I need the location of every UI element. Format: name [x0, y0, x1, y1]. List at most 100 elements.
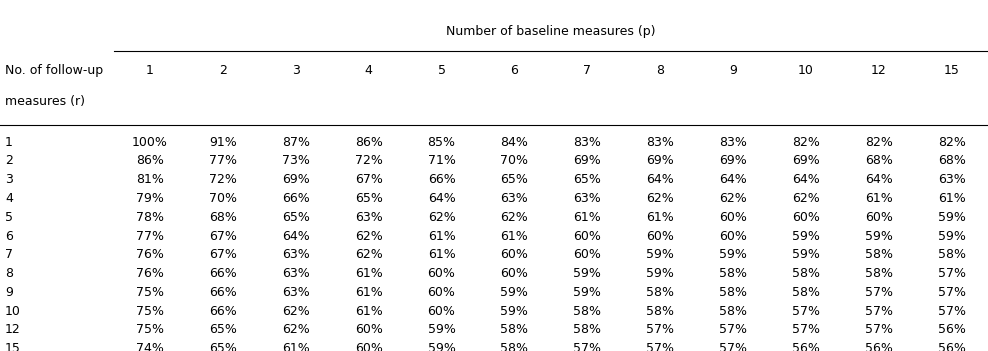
Text: 58%: 58% — [500, 323, 529, 337]
Text: 60%: 60% — [646, 230, 674, 243]
Text: 66%: 66% — [428, 173, 455, 186]
Text: 64%: 64% — [719, 173, 747, 186]
Text: 71%: 71% — [428, 154, 455, 167]
Text: 58%: 58% — [573, 323, 602, 337]
Text: 58%: 58% — [791, 267, 820, 280]
Text: 60%: 60% — [428, 286, 455, 299]
Text: 6: 6 — [5, 230, 13, 243]
Text: 77%: 77% — [208, 154, 237, 167]
Text: 58%: 58% — [573, 305, 602, 318]
Text: 57%: 57% — [573, 342, 602, 351]
Text: 69%: 69% — [573, 154, 601, 167]
Text: 58%: 58% — [719, 286, 747, 299]
Text: 63%: 63% — [938, 173, 965, 186]
Text: 7: 7 — [583, 64, 591, 77]
Text: 59%: 59% — [864, 230, 892, 243]
Text: 76%: 76% — [136, 248, 164, 261]
Text: 60%: 60% — [719, 211, 747, 224]
Text: 15: 15 — [944, 64, 959, 77]
Text: 62%: 62% — [428, 211, 455, 224]
Text: 69%: 69% — [792, 154, 820, 167]
Text: 75%: 75% — [136, 323, 164, 337]
Text: 59%: 59% — [646, 267, 674, 280]
Text: 74%: 74% — [136, 342, 164, 351]
Text: 75%: 75% — [136, 305, 164, 318]
Text: 64%: 64% — [646, 173, 674, 186]
Text: 60%: 60% — [501, 248, 529, 261]
Text: 65%: 65% — [355, 192, 382, 205]
Text: 67%: 67% — [209, 248, 237, 261]
Text: 58%: 58% — [791, 286, 820, 299]
Text: 69%: 69% — [719, 154, 747, 167]
Text: 60%: 60% — [719, 230, 747, 243]
Text: 70%: 70% — [208, 192, 237, 205]
Text: 65%: 65% — [573, 173, 601, 186]
Text: 59%: 59% — [501, 286, 529, 299]
Text: 83%: 83% — [573, 135, 601, 149]
Text: 61%: 61% — [864, 192, 892, 205]
Text: 5: 5 — [438, 64, 446, 77]
Text: 10: 10 — [798, 64, 814, 77]
Text: 86%: 86% — [355, 135, 382, 149]
Text: 75%: 75% — [136, 286, 164, 299]
Text: 68%: 68% — [864, 154, 892, 167]
Text: 84%: 84% — [501, 135, 529, 149]
Text: 82%: 82% — [938, 135, 965, 149]
Text: 77%: 77% — [136, 230, 164, 243]
Text: 65%: 65% — [282, 211, 309, 224]
Text: 61%: 61% — [646, 211, 674, 224]
Text: 56%: 56% — [792, 342, 820, 351]
Text: 60%: 60% — [428, 267, 455, 280]
Text: 58%: 58% — [864, 267, 893, 280]
Text: 59%: 59% — [573, 286, 601, 299]
Text: 2: 2 — [5, 154, 13, 167]
Text: 1: 1 — [146, 64, 154, 77]
Text: 59%: 59% — [792, 230, 820, 243]
Text: 7: 7 — [5, 248, 13, 261]
Text: 69%: 69% — [282, 173, 309, 186]
Text: 63%: 63% — [282, 267, 309, 280]
Text: 68%: 68% — [209, 211, 237, 224]
Text: 4: 4 — [365, 64, 372, 77]
Text: 12: 12 — [5, 323, 21, 337]
Text: 66%: 66% — [209, 286, 237, 299]
Text: 76%: 76% — [136, 267, 164, 280]
Text: 9: 9 — [5, 286, 13, 299]
Text: 65%: 65% — [501, 173, 529, 186]
Text: 56%: 56% — [938, 323, 965, 337]
Text: 57%: 57% — [646, 323, 674, 337]
Text: 78%: 78% — [136, 211, 164, 224]
Text: 56%: 56% — [864, 342, 892, 351]
Text: 5: 5 — [5, 211, 13, 224]
Text: 62%: 62% — [719, 192, 747, 205]
Text: 57%: 57% — [864, 323, 893, 337]
Text: 79%: 79% — [136, 192, 164, 205]
Text: 61%: 61% — [355, 267, 382, 280]
Text: 57%: 57% — [646, 342, 674, 351]
Text: 87%: 87% — [282, 135, 310, 149]
Text: 61%: 61% — [355, 305, 382, 318]
Text: 62%: 62% — [792, 192, 820, 205]
Text: 86%: 86% — [136, 154, 164, 167]
Text: 57%: 57% — [864, 286, 893, 299]
Text: 9: 9 — [729, 64, 737, 77]
Text: 65%: 65% — [209, 323, 237, 337]
Text: 61%: 61% — [938, 192, 965, 205]
Text: 57%: 57% — [938, 305, 965, 318]
Text: 64%: 64% — [282, 230, 309, 243]
Text: 65%: 65% — [209, 342, 237, 351]
Text: 64%: 64% — [864, 173, 892, 186]
Text: 62%: 62% — [355, 248, 382, 261]
Text: 59%: 59% — [501, 305, 529, 318]
Text: 15: 15 — [5, 342, 21, 351]
Text: 85%: 85% — [428, 135, 455, 149]
Text: 62%: 62% — [282, 305, 309, 318]
Text: 58%: 58% — [646, 305, 674, 318]
Text: 66%: 66% — [209, 267, 237, 280]
Text: 6: 6 — [511, 64, 519, 77]
Text: 60%: 60% — [355, 342, 382, 351]
Text: 59%: 59% — [646, 248, 674, 261]
Text: 58%: 58% — [719, 267, 747, 280]
Text: 4: 4 — [5, 192, 13, 205]
Text: 91%: 91% — [209, 135, 237, 149]
